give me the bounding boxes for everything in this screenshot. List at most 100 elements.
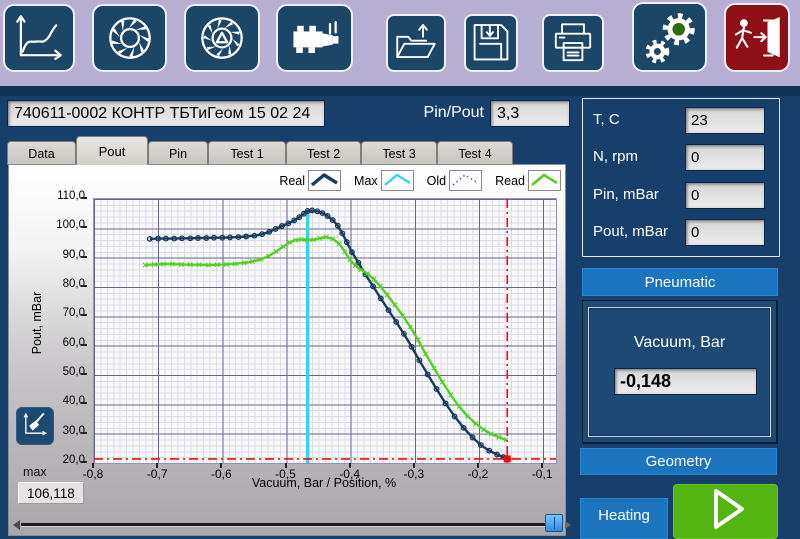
temperature-field[interactable] bbox=[685, 107, 765, 134]
engine-button[interactable] bbox=[276, 4, 353, 72]
legend-sample-real bbox=[308, 170, 342, 191]
y-tick-mark bbox=[81, 402, 87, 405]
exit-icon bbox=[729, 10, 785, 66]
max-value-field[interactable] bbox=[18, 482, 84, 504]
y-tick-mark bbox=[81, 314, 87, 317]
vacuum-panel: Vacuum, Bar bbox=[582, 300, 777, 443]
pin-pout-label: Pin/Pout bbox=[423, 104, 484, 121]
geometry-button[interactable]: Geometry bbox=[580, 448, 777, 475]
slider-left-arrow[interactable] bbox=[13, 520, 20, 530]
y-tick-label: 100,0 bbox=[56, 219, 85, 232]
chart-panel: Real Max Old Read Pout, mBar Vacuum, Bar… bbox=[8, 164, 571, 536]
temperature-label: T, C bbox=[593, 111, 620, 128]
y-axis-title: Pout, mBar bbox=[30, 291, 44, 355]
x-tick-mark bbox=[348, 463, 351, 468]
legend-label-max: Max bbox=[354, 173, 378, 188]
tab-test4[interactable]: Test 4 bbox=[437, 141, 513, 165]
brush-axes-icon bbox=[20, 409, 50, 444]
chart-plot[interactable] bbox=[93, 198, 557, 464]
performance-curve-button[interactable] bbox=[3, 4, 75, 72]
y-tick-label: 110,0 bbox=[57, 190, 85, 202]
y-tick-mark bbox=[81, 431, 87, 434]
readouts-box: T, C N, rpm Pin, mBar Pout, mBar bbox=[582, 98, 780, 257]
x-tick-mark bbox=[220, 463, 223, 468]
open-file-button[interactable] bbox=[386, 14, 446, 72]
legend-item-old[interactable]: Old bbox=[426, 170, 483, 191]
y-tick-label: 40,0 bbox=[62, 395, 85, 408]
legend-item-real[interactable]: Real bbox=[279, 170, 342, 191]
y-tick-mark bbox=[81, 373, 87, 375]
chart-legend: Real Max Old Read bbox=[279, 170, 561, 191]
save-button[interactable] bbox=[464, 14, 518, 72]
x-tick-label: -0,6 bbox=[210, 467, 232, 481]
x-tick-mark bbox=[284, 463, 287, 468]
performance-curve-icon bbox=[10, 9, 68, 67]
chart-series-layer bbox=[94, 199, 556, 463]
legend-label-old: Old bbox=[426, 173, 447, 188]
engine-icon bbox=[285, 8, 345, 68]
exit-button[interactable] bbox=[724, 3, 790, 72]
y-tick-label: 30,0 bbox=[62, 424, 85, 437]
x-tick-mark bbox=[477, 463, 479, 468]
heating-button[interactable]: Heating bbox=[580, 498, 668, 539]
tab-test3[interactable]: Test 3 bbox=[361, 141, 437, 165]
tab-pout[interactable]: Pout bbox=[76, 136, 148, 165]
print-icon bbox=[548, 18, 598, 68]
save-icon bbox=[466, 18, 516, 68]
y-tick-label: 50,0 bbox=[62, 366, 85, 378]
tab-data[interactable]: Data bbox=[7, 141, 76, 165]
pneumatic-button[interactable]: Pneumatic bbox=[582, 268, 778, 296]
pin-field[interactable] bbox=[685, 182, 765, 209]
legend-item-max[interactable]: Max bbox=[354, 170, 414, 191]
pout-label: Pout, mBar bbox=[593, 223, 669, 240]
tab-test1[interactable]: Test 1 bbox=[208, 141, 286, 165]
open-file-icon bbox=[391, 18, 441, 68]
y-tick-label: 70,0 bbox=[62, 307, 85, 320]
print-button[interactable] bbox=[542, 14, 604, 72]
impeller-geometry-button[interactable] bbox=[184, 4, 260, 72]
y-tick-mark bbox=[81, 197, 87, 199]
clear-chart-button[interactable] bbox=[16, 407, 54, 445]
x-tick-mark bbox=[156, 463, 159, 468]
slider-track[interactable] bbox=[21, 523, 561, 527]
rpm-label: N, rpm bbox=[593, 148, 638, 165]
settings-button[interactable] bbox=[632, 2, 707, 72]
pin-pout-input[interactable] bbox=[490, 100, 570, 127]
y-tick-label: 60,0 bbox=[62, 336, 85, 349]
tab-test2[interactable]: Test 2 bbox=[286, 141, 361, 165]
legend-label-read: Read bbox=[495, 173, 525, 188]
y-tick-mark bbox=[81, 255, 87, 258]
start-button[interactable] bbox=[673, 484, 778, 539]
impeller-geometry-icon bbox=[192, 8, 252, 68]
y-tick-mark bbox=[81, 285, 87, 287]
impeller-button[interactable] bbox=[92, 4, 167, 72]
legend-sample-max bbox=[380, 170, 414, 191]
slider-handle-split bbox=[554, 517, 555, 529]
y-tick-label: 20,0 bbox=[62, 454, 85, 466]
max-caption: max bbox=[23, 465, 47, 479]
slider-handle[interactable] bbox=[545, 514, 563, 532]
legend-item-read[interactable]: Read bbox=[495, 170, 561, 191]
pout-field[interactable] bbox=[685, 219, 765, 246]
x-tick-label: -0,8 bbox=[82, 467, 104, 481]
x-tick-mark bbox=[412, 463, 415, 468]
y-tick-mark bbox=[81, 343, 87, 346]
batch-id-input[interactable] bbox=[7, 100, 325, 127]
x-tick-mark bbox=[92, 463, 94, 468]
tab-pin[interactable]: Pin bbox=[148, 141, 208, 165]
rpm-field[interactable] bbox=[685, 144, 765, 171]
vacuum-value-field[interactable] bbox=[614, 368, 757, 395]
toolbar bbox=[0, 0, 800, 89]
x-tick-label: -0,2 bbox=[467, 467, 489, 481]
y-tick-label: 80,0 bbox=[62, 278, 85, 290]
x-tick-label: -0,5 bbox=[275, 467, 296, 481]
x-tick-label: -0,3 bbox=[403, 467, 425, 481]
x-axis-title: Vacuum, Bar / Position, % bbox=[251, 476, 397, 490]
legend-label-real: Real bbox=[279, 173, 306, 188]
y-tick-mark bbox=[81, 226, 87, 229]
x-tick-label: -0,4 bbox=[339, 467, 360, 481]
x-tick-label: -0,1 bbox=[531, 467, 553, 481]
play-icon bbox=[696, 486, 756, 537]
slider-right-arrow[interactable] bbox=[565, 521, 571, 529]
